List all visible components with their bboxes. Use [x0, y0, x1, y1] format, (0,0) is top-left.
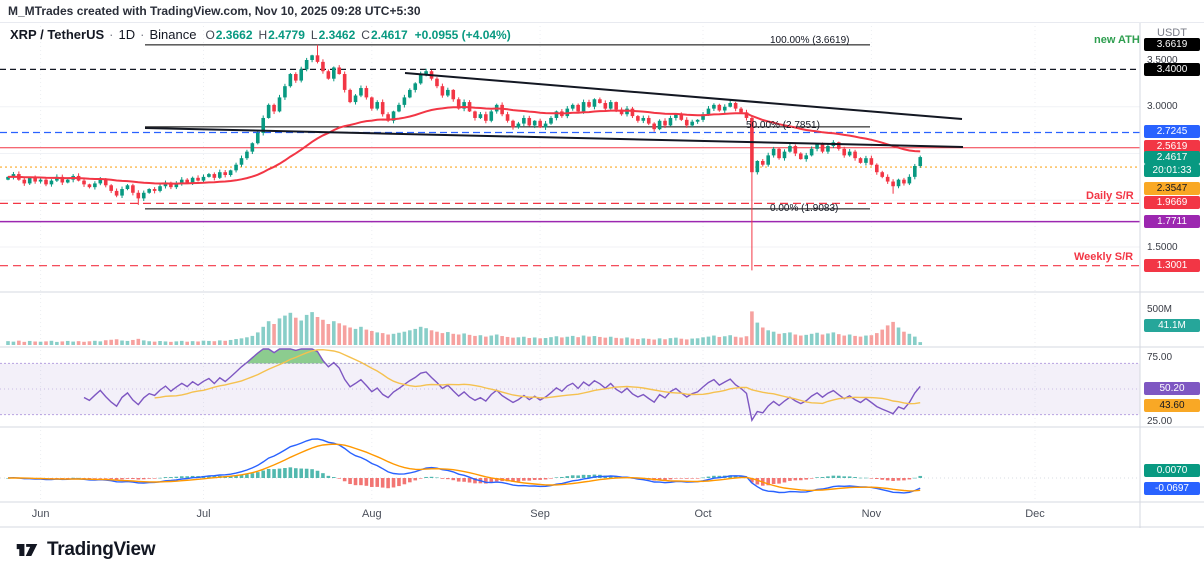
scale-badge-weekly-sr: 1.3001 — [1144, 259, 1200, 272]
time-axis-label-nov: Nov — [861, 508, 882, 520]
open-value: O2.3662 — [205, 28, 253, 42]
time-axis-label-aug: Aug — [362, 508, 382, 520]
scale-badge-last-price: 2.4617 — [1144, 151, 1200, 164]
scale-badge-rsi: 50.20 — [1144, 382, 1200, 395]
scale-tick-rsi-25: 25.00 — [1147, 416, 1173, 427]
scale-tick-volume: 500M — [1147, 304, 1173, 315]
new-ath-label[interactable]: new ATH — [1094, 34, 1140, 46]
scale-tick-3-0: 3.0000 — [1147, 101, 1178, 112]
tradingview-logo-text[interactable]: TradingView — [47, 539, 156, 560]
ohlc-values: O2.3662 H2.4779 L2.3462 C2.4617 — [205, 28, 407, 42]
symbol-name[interactable]: XRP / TetherUS — [10, 27, 105, 42]
separator-dot: · — [109, 27, 114, 42]
scale-badge-blue-sr: 2.7245 — [1144, 125, 1200, 138]
scale-badge-red-sr: 2.5619 — [1144, 140, 1200, 153]
fib-label-100[interactable]: 100.00% (3.6619) — [770, 35, 850, 46]
chart-area[interactable]: XRP / TetherUS · 1D · Binance O2.3662 H2… — [0, 22, 1204, 528]
fib-label-50[interactable]: 50.00% (2.7851) — [746, 120, 820, 131]
symbol-legend[interactable]: XRP / TetherUS · 1D · Binance O2.3662 H2… — [10, 27, 511, 42]
scale-badge-3-40: 3.4000 — [1144, 63, 1200, 76]
footer-branding: TradingView — [14, 538, 156, 562]
scale-tick-1-5: 1.5000 — [1147, 242, 1178, 253]
close-value: C2.4617 — [361, 28, 408, 42]
interval-label[interactable]: 1D — [118, 27, 136, 42]
separator-dot: · — [140, 27, 145, 42]
exchange-label[interactable]: Binance — [149, 27, 197, 42]
time-axis-label-jul: Jul — [196, 508, 211, 520]
scale-badge-volume: 41.1M — [1144, 319, 1200, 332]
weekly-sr-label[interactable]: Weekly S/R — [1074, 251, 1134, 263]
daily-sr-label[interactable]: Daily S/R — [1086, 190, 1134, 202]
scale-badge-daily-sr: 1.9669 — [1144, 196, 1200, 209]
tradingview-logo-icon[interactable] — [14, 538, 40, 562]
time-axis-label-oct: Oct — [694, 508, 712, 520]
watermark-text: M_MTrades created with TradingView.com, … — [8, 4, 421, 18]
time-axis-label-jun: Jun — [31, 508, 50, 520]
chart-canvas[interactable] — [0, 22, 1204, 528]
scale-badge-purple-sr: 1.7711 — [1144, 215, 1200, 228]
change-value: +0.0955 (+4.04%) — [414, 28, 511, 42]
scale-tick-rsi-75: 75.00 — [1147, 352, 1173, 363]
fib-label-0[interactable]: 0.00% (1.9083) — [770, 203, 839, 214]
time-axis-label-sep: Sep — [530, 508, 550, 520]
scale-badge-macd-line: -0.0697 — [1144, 482, 1200, 495]
scale-badge-rsi-ma: 43.60 — [1144, 399, 1200, 412]
scale-tick-3-5: 3.5000 — [1147, 55, 1178, 66]
scale-badge-countdown: 20:01:33 — [1144, 164, 1200, 177]
high-value: H2.4779 — [258, 28, 305, 42]
price-scale-currency: USDT — [1157, 27, 1187, 39]
scale-badge-fib-high: 3.6619 — [1144, 38, 1200, 51]
scale-badge-gold-sr: 2.3547 — [1144, 182, 1200, 195]
time-axis-label-dec: Dec — [1025, 508, 1045, 520]
scale-badge-macd-hist: 0.0070 — [1144, 464, 1200, 477]
low-value: L2.3462 — [310, 28, 356, 42]
